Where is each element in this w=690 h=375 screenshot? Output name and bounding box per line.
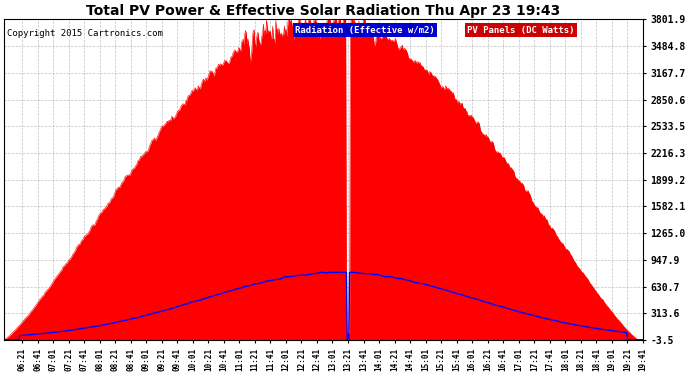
Text: PV Panels (DC Watts): PV Panels (DC Watts) [467,26,575,35]
Text: Radiation (Effective w/m2): Radiation (Effective w/m2) [295,26,435,35]
Text: Copyright 2015 Cartronics.com: Copyright 2015 Cartronics.com [8,29,164,38]
Title: Total PV Power & Effective Solar Radiation Thu Apr 23 19:43: Total PV Power & Effective Solar Radiati… [86,4,561,18]
